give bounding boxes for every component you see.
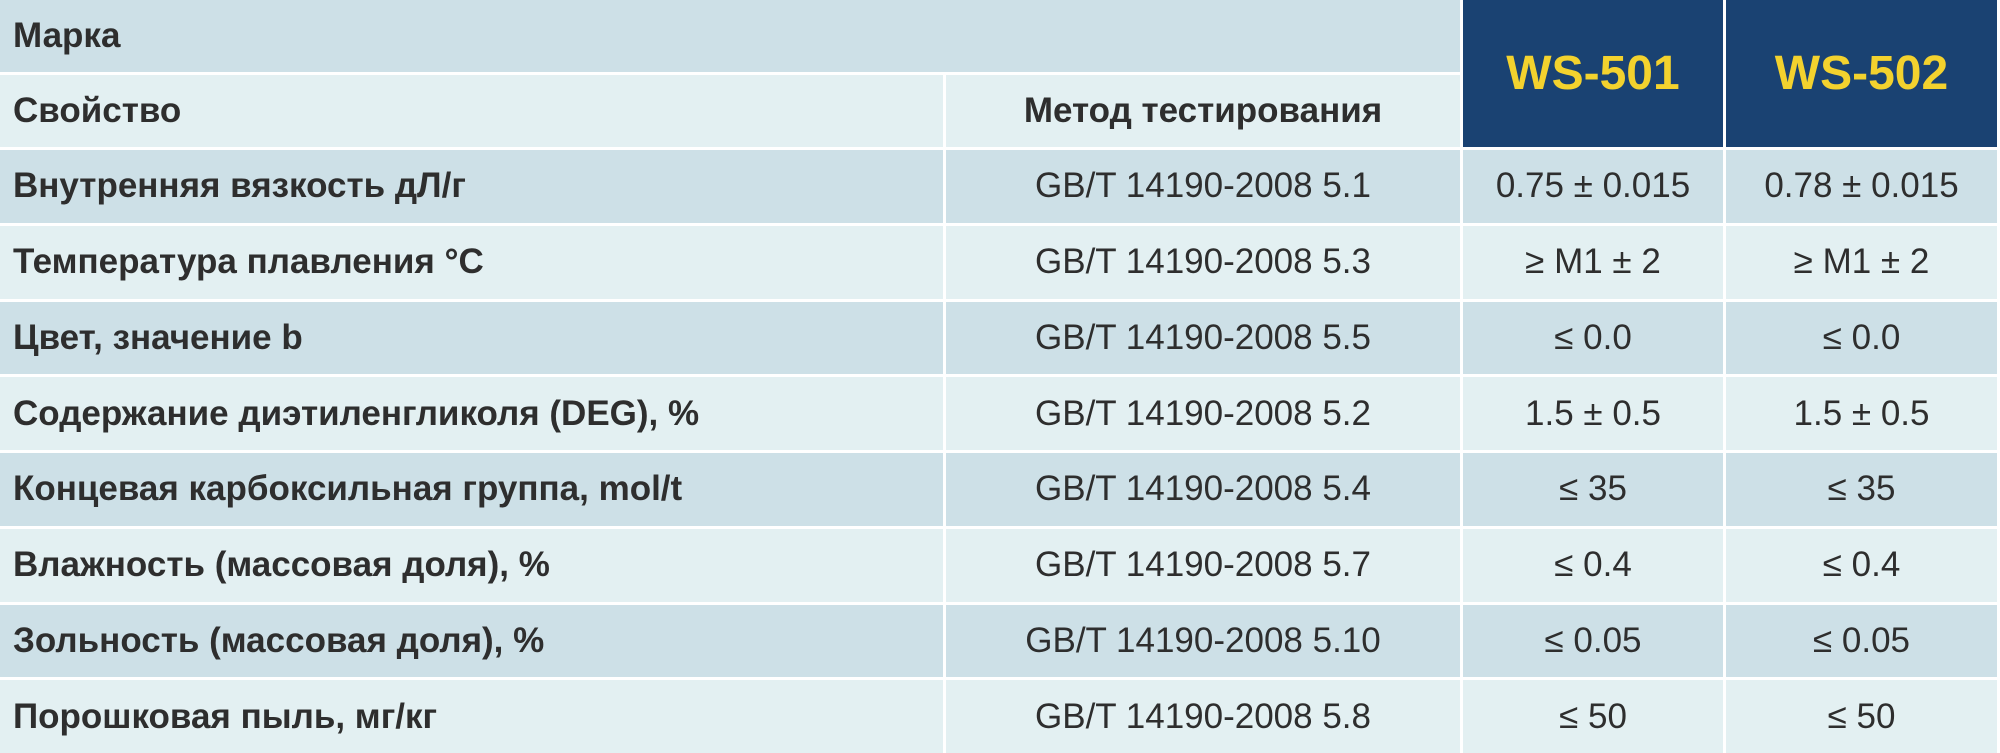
grade-value: 1.5 ± 0.5	[1463, 377, 1723, 450]
grade-value: ≥ M1 ± 2	[1726, 225, 1997, 299]
test-method: GB/T 14190-2008 5.1	[946, 150, 1460, 223]
grade-value: 0.75 ± 0.015	[1463, 150, 1723, 223]
test-method: GB/T 14190-2008 5.7	[946, 528, 1460, 602]
grade-value: ≤ 0.4	[1463, 528, 1723, 602]
grade-value: ≤ 0.0	[1726, 301, 1997, 375]
test-method: GB/T 14190-2008 5.10	[946, 604, 1460, 678]
test-method: GB/T 14190-2008 5.5	[946, 301, 1460, 375]
grade-value: 1.5 ± 0.5	[1726, 377, 1997, 450]
test-method: GB/T 14190-2008 5.2	[946, 377, 1460, 450]
property-name: Концевая карбоксильная группа, mol/t	[0, 453, 943, 526]
grade-value: ≤ 0.05	[1726, 604, 1997, 678]
grade-value: ≤ 35	[1463, 453, 1723, 526]
property-name: Влажность (массовая доля), %	[0, 528, 943, 602]
grade-header: WS-501	[1463, 0, 1723, 147]
grade-value: ≤ 0.0	[1463, 301, 1723, 375]
grade-value: ≤ 50	[1726, 680, 1997, 753]
grade-value: ≤ 0.4	[1726, 528, 1997, 602]
grade-value: ≤ 0.05	[1463, 604, 1723, 678]
property-name: Порошковая пыль, мг/кг	[0, 680, 943, 753]
test-method: GB/T 14190-2008 5.8	[946, 680, 1460, 753]
test-method: GB/T 14190-2008 5.4	[946, 453, 1460, 526]
test-method: GB/T 14190-2008 5.3	[946, 225, 1460, 299]
method-label: Метод тестирования	[946, 75, 1460, 147]
grade-value: ≥ M1 ± 2	[1463, 225, 1723, 299]
grade-value: 0.78 ± 0.015	[1726, 150, 1997, 223]
property-name: Температура плавления °C	[0, 225, 943, 299]
grade-header: WS-502	[1726, 0, 1997, 147]
property-name: Цвет, значение b	[0, 301, 943, 375]
grade-value: ≤ 35	[1726, 453, 1997, 526]
property-label: Свойство	[0, 75, 943, 147]
property-name: Содержание диэтиленгликоля (DEG), %	[0, 377, 943, 450]
property-name: Внутренняя вязкость дЛ/г	[0, 150, 943, 223]
property-name: Зольность (массовая доля), %	[0, 604, 943, 678]
brand-label: Марка	[0, 0, 1460, 72]
grade-value: ≤ 50	[1463, 680, 1723, 753]
